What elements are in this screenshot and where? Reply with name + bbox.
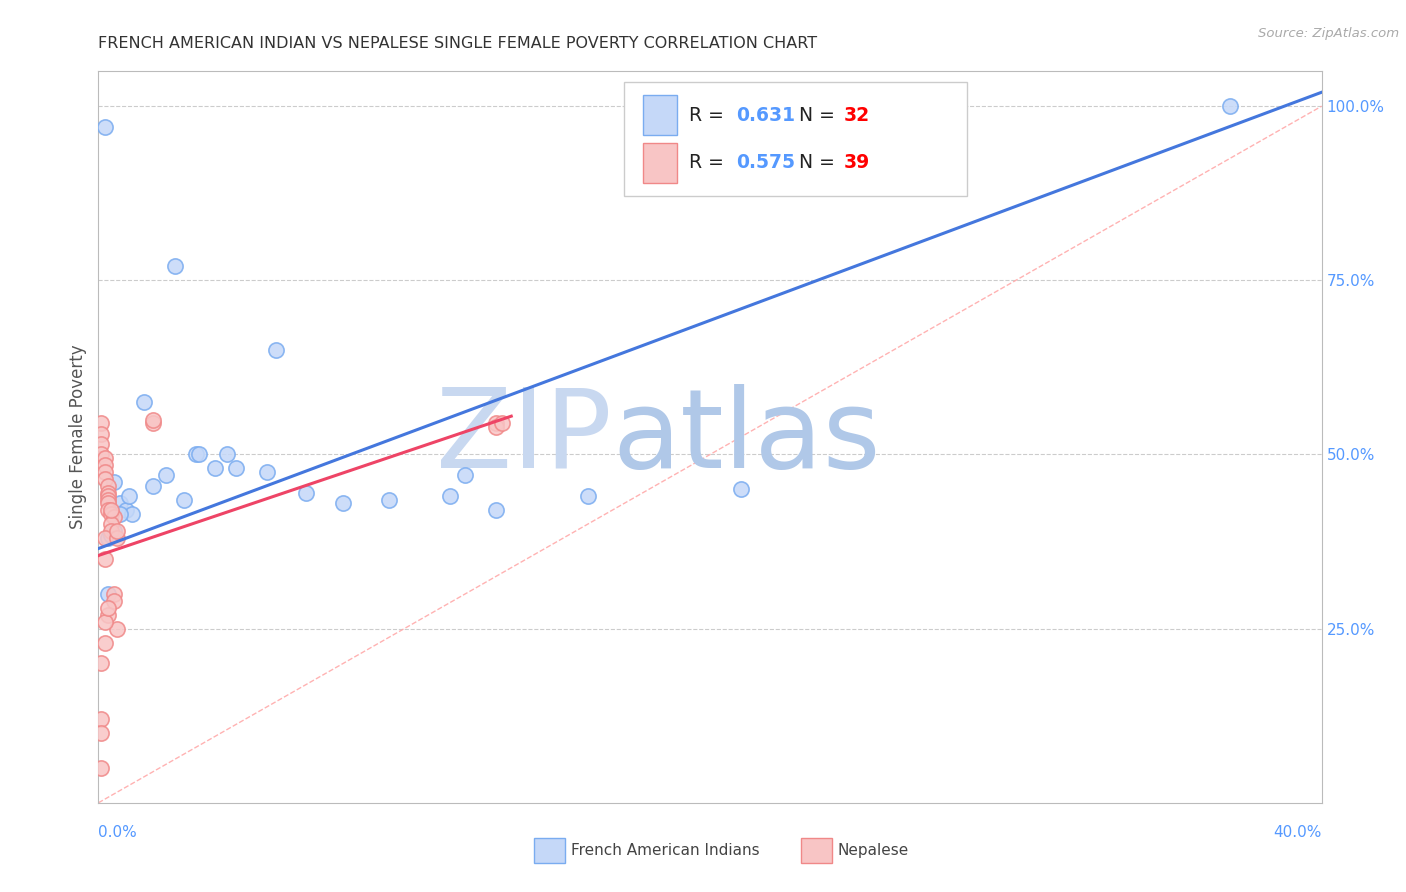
Point <box>93 552 115 566</box>
Point <box>97 587 120 601</box>
Text: 0.575: 0.575 <box>735 153 794 172</box>
Point <box>90 712 112 726</box>
Point <box>142 416 165 430</box>
Text: R =: R = <box>689 106 730 125</box>
Text: 32: 32 <box>844 106 869 125</box>
Point <box>173 492 195 507</box>
Text: French American Indians: French American Indians <box>571 843 759 857</box>
Point <box>103 594 125 608</box>
Point <box>491 416 513 430</box>
FancyBboxPatch shape <box>624 82 967 195</box>
Point <box>100 503 122 517</box>
Point <box>155 468 177 483</box>
Point <box>97 503 120 517</box>
Point <box>439 489 461 503</box>
Point <box>103 510 125 524</box>
Text: R =: R = <box>689 153 730 172</box>
Point <box>97 531 120 545</box>
Text: Source: ZipAtlas.com: Source: ZipAtlas.com <box>1258 27 1399 40</box>
Point <box>93 450 115 465</box>
Point <box>378 492 401 507</box>
Point <box>90 437 112 451</box>
Point <box>97 496 120 510</box>
Point <box>108 496 131 510</box>
FancyBboxPatch shape <box>643 95 678 136</box>
Text: N =: N = <box>800 106 841 125</box>
Point <box>97 607 120 622</box>
Point <box>121 507 143 521</box>
Text: FRENCH AMERICAN INDIAN VS NEPALESE SINGLE FEMALE POVERTY CORRELATION CHART: FRENCH AMERICAN INDIAN VS NEPALESE SINGL… <box>98 36 817 51</box>
Point <box>142 412 165 426</box>
Point <box>730 483 752 497</box>
Y-axis label: Single Female Poverty: Single Female Poverty <box>69 345 87 529</box>
Point <box>332 496 354 510</box>
Point <box>100 524 122 538</box>
Text: 0.631: 0.631 <box>735 106 794 125</box>
Point <box>215 448 238 462</box>
Point <box>225 461 247 475</box>
Point <box>97 489 120 503</box>
Point <box>485 419 508 434</box>
Point <box>97 479 120 493</box>
Point <box>118 489 141 503</box>
FancyBboxPatch shape <box>643 143 678 183</box>
Point <box>97 492 120 507</box>
Point <box>256 465 278 479</box>
Point <box>93 472 115 486</box>
Point <box>90 657 112 671</box>
Point <box>93 458 115 472</box>
Point <box>103 587 125 601</box>
Point <box>90 448 112 462</box>
Point <box>100 507 122 521</box>
Point <box>93 120 115 134</box>
Point <box>103 524 125 538</box>
Point <box>105 622 128 636</box>
Text: ZIP: ZIP <box>436 384 612 491</box>
Point <box>90 761 112 775</box>
Point <box>97 600 120 615</box>
Point <box>105 524 128 538</box>
Point <box>188 448 211 462</box>
Point <box>1219 99 1241 113</box>
Point <box>103 475 125 490</box>
Point <box>90 426 112 441</box>
Point <box>93 635 115 649</box>
Point <box>115 503 138 517</box>
Point <box>100 517 122 532</box>
Text: 40.0%: 40.0% <box>1274 825 1322 840</box>
Point <box>90 416 112 430</box>
Point <box>576 489 599 503</box>
Point <box>485 416 508 430</box>
Point <box>204 461 226 475</box>
Point <box>186 448 208 462</box>
Point <box>454 468 477 483</box>
Point <box>134 395 156 409</box>
Text: 0.0%: 0.0% <box>98 825 138 840</box>
Point <box>264 343 287 357</box>
Text: atlas: atlas <box>612 384 880 491</box>
Text: N =: N = <box>800 153 841 172</box>
Point <box>485 503 508 517</box>
Point <box>93 465 115 479</box>
Point <box>295 485 318 500</box>
Point <box>93 615 115 629</box>
Point <box>163 260 186 274</box>
Point <box>93 531 115 545</box>
Point <box>90 726 112 740</box>
Text: 39: 39 <box>844 153 869 172</box>
Point <box>142 479 165 493</box>
Point <box>105 531 128 545</box>
Point <box>97 485 120 500</box>
Text: Nepalese: Nepalese <box>838 843 910 857</box>
Point <box>100 527 122 541</box>
Point <box>108 507 131 521</box>
